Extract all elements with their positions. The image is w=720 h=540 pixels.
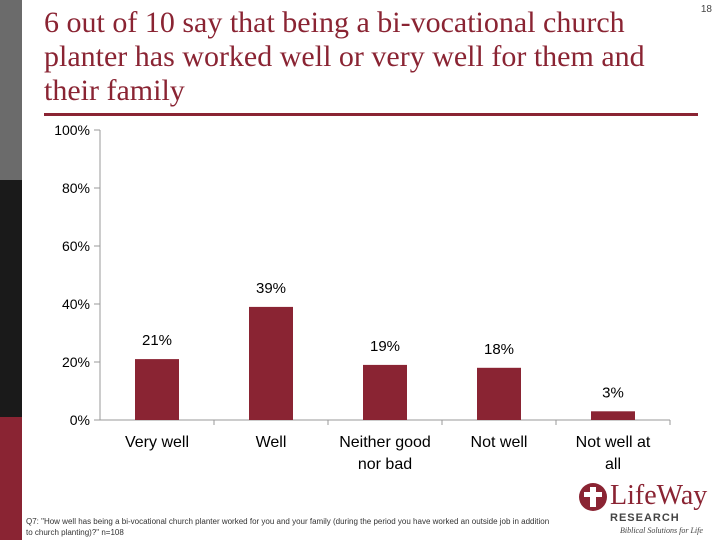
bar [135, 359, 179, 420]
y-tick-label: 100% [54, 122, 90, 138]
footnote: Q7: "How well has being a bi-vocational … [26, 517, 550, 537]
logo-tagline: Biblical Solutions for Life [620, 526, 703, 535]
category-label: Well [256, 434, 287, 451]
side-bar-gray [0, 0, 22, 180]
y-tick-label: 0% [70, 412, 90, 428]
logo-research: RESEARCH [610, 512, 680, 524]
y-tick-label: 80% [62, 180, 90, 196]
logo-wordmark: LifeWay [610, 480, 708, 511]
data-label: 3% [602, 384, 624, 401]
data-label: 39% [256, 280, 286, 297]
lifeway-logo: LifeWay RESEARCH Biblical Solutions for … [576, 480, 716, 536]
bar-chart: 0% 20% 40% 60% 80% 100% 21% Very well 39% Well 19%… [54, 122, 671, 473]
side-bar-black [0, 180, 22, 417]
data-label: 19% [370, 338, 400, 355]
bar [249, 306, 293, 420]
data-label: 18% [484, 341, 514, 358]
bar [363, 364, 407, 420]
category-label: Not well at all [576, 434, 651, 473]
category-label: Very well [125, 434, 189, 451]
page-number: 18 [700, 4, 712, 15]
title-underline [44, 113, 698, 116]
cross-emblem-icon [579, 483, 607, 511]
side-bar-red [0, 417, 22, 540]
data-label: 21% [142, 332, 172, 349]
y-tick-label: 20% [62, 354, 90, 370]
slide-title: 6 out of 10 say that being a bi-vocation… [44, 6, 645, 107]
bar [591, 411, 635, 420]
category-label: Neither good nor bad [339, 434, 431, 473]
y-tick-label: 60% [62, 238, 90, 254]
category-label: Not well [471, 434, 528, 451]
bar [477, 367, 521, 420]
y-tick-label: 40% [62, 296, 90, 312]
